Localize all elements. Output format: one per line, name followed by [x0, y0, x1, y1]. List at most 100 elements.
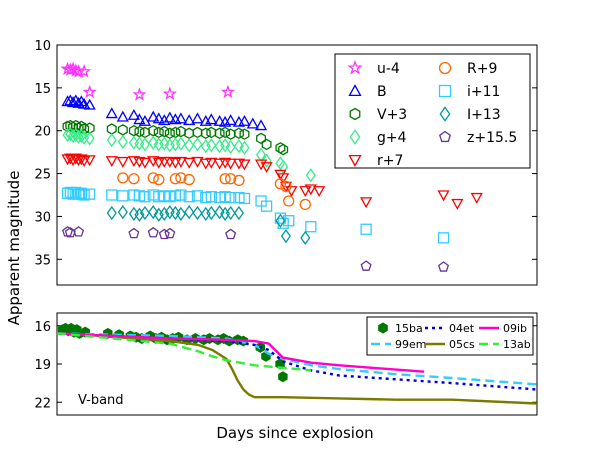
data-point [438, 261, 450, 272]
legend-marker [438, 61, 452, 75]
y-axis-label: Apparent magnitude [5, 171, 23, 326]
data-point [219, 173, 231, 185]
data-point [148, 135, 159, 150]
data-point [132, 87, 147, 101]
data-point [78, 156, 91, 168]
data-point [153, 173, 165, 186]
data-point [183, 191, 195, 203]
legend-marker [349, 107, 361, 121]
data-point [224, 191, 237, 204]
data-point [224, 158, 237, 170]
data-point [206, 205, 217, 221]
series-line-05cs [57, 332, 537, 405]
data-point [225, 228, 237, 240]
data-point [106, 189, 118, 201]
series-i+11 [61, 186, 450, 244]
legend-label: R+9 [467, 61, 497, 77]
data-point [138, 114, 152, 126]
data-point [75, 95, 88, 107]
data-point [117, 190, 129, 202]
data-point [224, 114, 237, 126]
data-point [239, 140, 250, 155]
data-point [275, 213, 286, 228]
data-point [280, 229, 291, 244]
data-point [169, 173, 182, 185]
legend-marker [347, 60, 363, 75]
y-tick-label: 16 [34, 320, 51, 335]
data-point [254, 119, 268, 131]
comparison-panel: 16 19 22 15ba 04et 09ib 99em 05cs 13ab [34, 312, 538, 416]
y-tick-label: 35 [34, 253, 51, 268]
data-point [470, 192, 483, 204]
data-point [82, 84, 97, 99]
data-point [128, 227, 140, 239]
data-point [305, 168, 316, 183]
series-I+13 [106, 205, 311, 245]
data-point [278, 371, 288, 383]
data-point [278, 143, 289, 156]
legend-marker [349, 129, 361, 145]
legend-label: 99em [395, 338, 426, 351]
data-point [313, 186, 326, 198]
data-point [70, 119, 81, 132]
data-point [283, 215, 295, 227]
legend-marker [348, 154, 362, 167]
data-point [159, 125, 170, 138]
data-point [175, 136, 186, 151]
data-point [220, 138, 231, 153]
data-point [191, 112, 204, 124]
data-point [300, 230, 311, 245]
data-point [183, 157, 196, 169]
data-point [105, 107, 118, 119]
data-point [158, 114, 171, 126]
data-point [84, 131, 95, 146]
data-point [116, 110, 129, 122]
data-point [225, 139, 236, 155]
data-point [83, 188, 96, 200]
data-point [159, 136, 170, 151]
y-tick-label: 30 [34, 210, 51, 225]
data-point [117, 172, 129, 184]
data-point [133, 113, 146, 125]
data-point [233, 139, 244, 154]
plot-frame [56, 44, 538, 286]
data-point [117, 134, 128, 149]
data-point [225, 128, 236, 140]
data-point [199, 158, 212, 170]
legend: u-4 B V+3 g+4 r+7 R+9 i+11 I+13 z+15.5 [334, 53, 531, 169]
series-line-09ib [57, 332, 425, 373]
data-point [238, 192, 251, 205]
legend-label: g+4 [377, 130, 407, 146]
data-point [73, 226, 85, 237]
data-point [61, 95, 74, 107]
data-point [192, 205, 203, 221]
data-point [139, 126, 150, 139]
data-point [214, 205, 225, 220]
legend: 15ba 04et 09ib 99em 05cs 13ab [366, 316, 534, 356]
data-point [134, 125, 145, 138]
data-point [220, 84, 235, 99]
x-axis-label: Days since explosion [216, 424, 373, 442]
data-point [220, 126, 231, 139]
legend-marker [378, 322, 388, 334]
data-point [256, 132, 267, 145]
legend-marker [439, 130, 451, 143]
data-point [213, 114, 226, 126]
data-point [163, 111, 176, 123]
series-R+9 [117, 172, 311, 211]
legend-marker [348, 84, 362, 97]
data-point [299, 198, 311, 211]
data-point [106, 123, 117, 135]
data-point [175, 189, 187, 201]
data-point [162, 86, 177, 100]
legend-label: I+13 [467, 107, 501, 123]
legend-label: u-4 [377, 61, 400, 77]
y-tick-label: 19 [34, 358, 51, 373]
data-point [200, 127, 211, 140]
legend-label: z+15.5 [467, 130, 517, 146]
data-point [205, 191, 217, 203]
data-point [169, 157, 182, 169]
data-point [224, 173, 237, 185]
photometry-panel: 10 15 20 25 30 35 u-4 B V+3 g+4 r+7 R+9 i+11 I+13 z+15… [34, 39, 538, 286]
